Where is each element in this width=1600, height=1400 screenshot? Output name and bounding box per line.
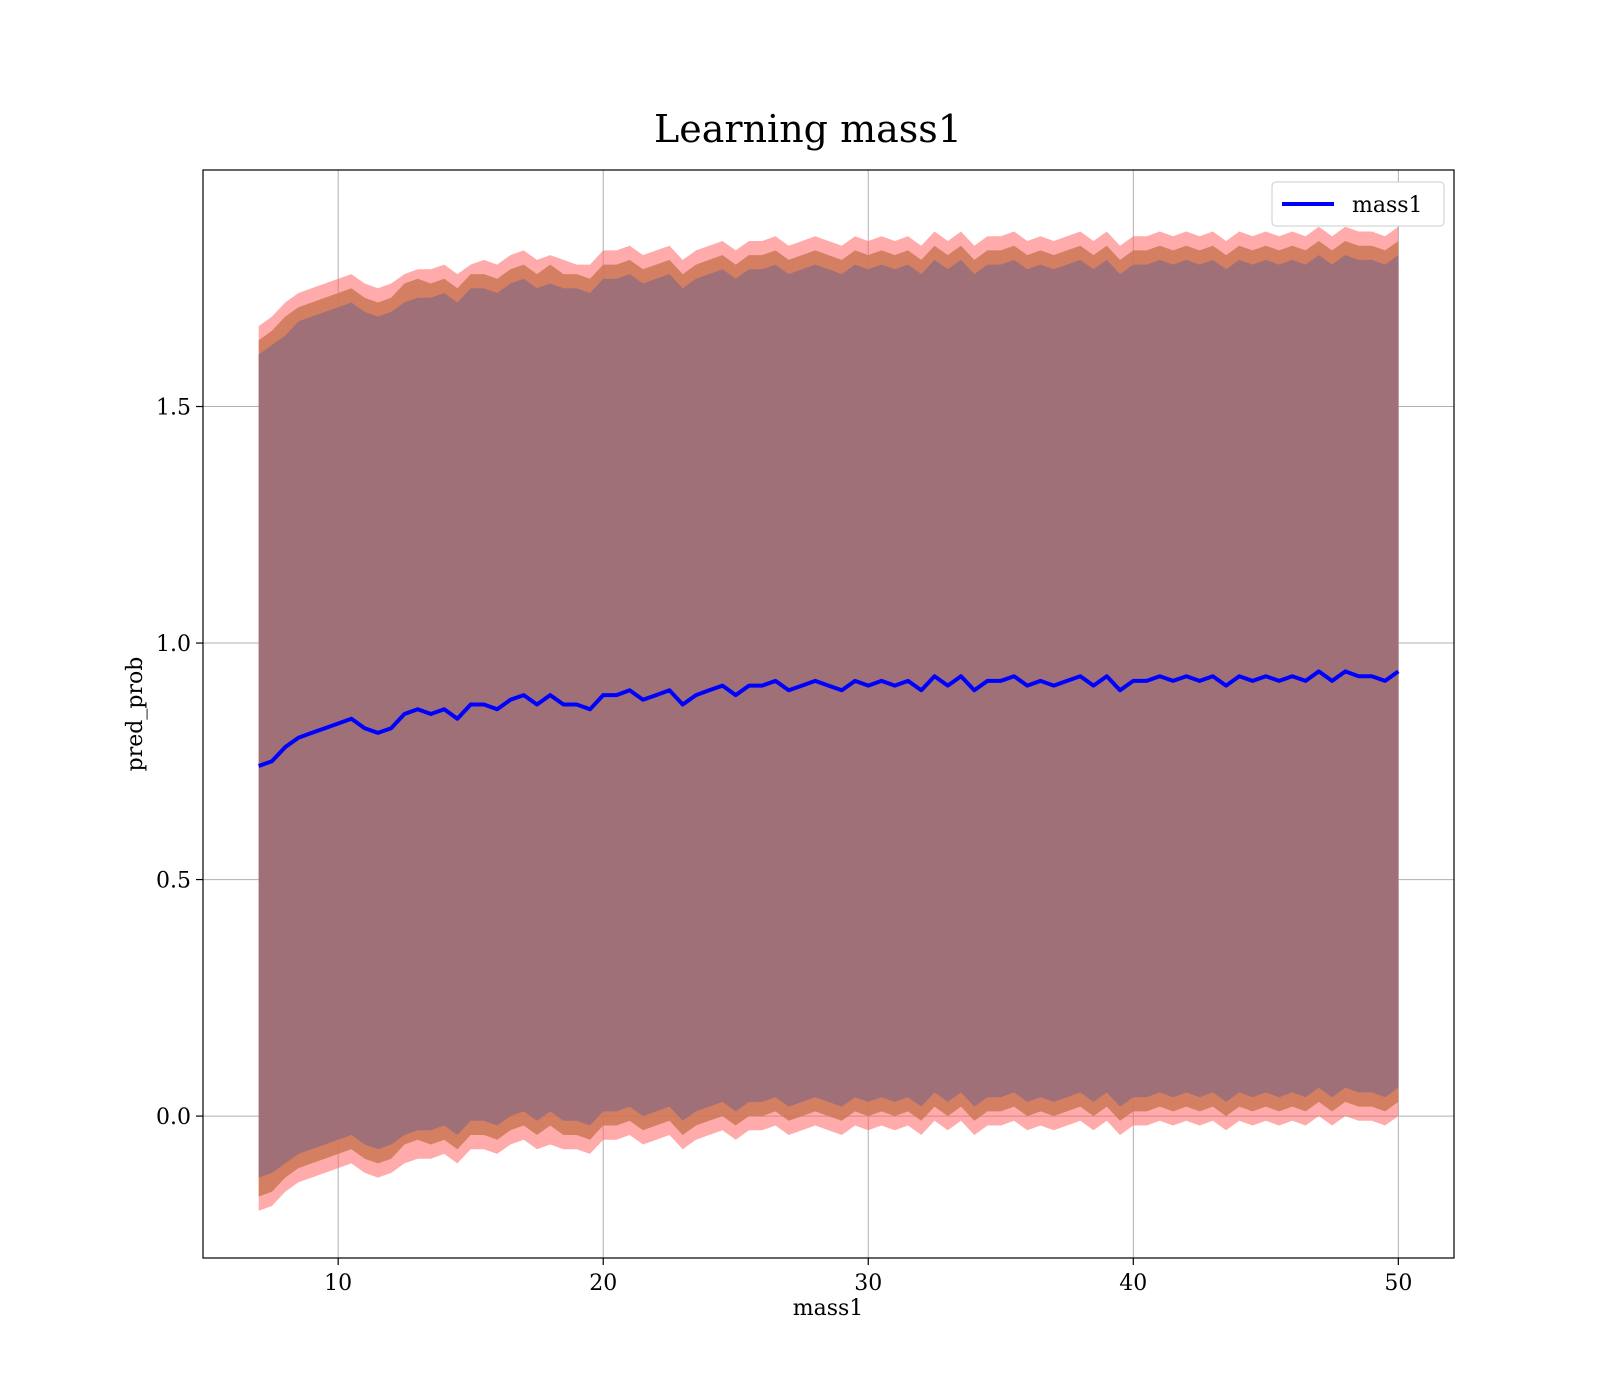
y-tick-label-2: 1.0 [156, 632, 191, 657]
y-tick-label-1: 0.5 [156, 869, 191, 894]
y-axis-ticks: 0.0 0.5 1.0 1.5 [156, 396, 203, 1130]
chart-title: Learning mass1 [654, 107, 962, 151]
legend: mass1 [1271, 181, 1445, 227]
plot-frame [202, 169, 1455, 1259]
x-tick-label-3: 40 [1119, 1271, 1147, 1296]
legend-box [1271, 181, 1445, 227]
x-tick-label-2: 30 [854, 1271, 882, 1296]
series-line-mass1 [258, 669, 1400, 768]
x-axis-label: mass1 [793, 1296, 864, 1321]
y-tick-label-3: 1.5 [156, 396, 191, 421]
y-axis-label: pred_prob [123, 657, 148, 772]
x-tick-label-1: 20 [589, 1271, 617, 1296]
x-tick-label-0: 10 [324, 1271, 352, 1296]
confidence-bands [258, 226, 1399, 1211]
y-tick-label-0: 0.0 [156, 1105, 191, 1130]
x-tick-label-4: 50 [1384, 1271, 1412, 1296]
band-inner [258, 255, 1399, 1178]
x-axis-ticks: 10 20 30 40 50 [324, 1258, 1412, 1296]
legend-label-mass1: mass1 [1352, 193, 1423, 218]
series-lines [258, 669, 1400, 768]
